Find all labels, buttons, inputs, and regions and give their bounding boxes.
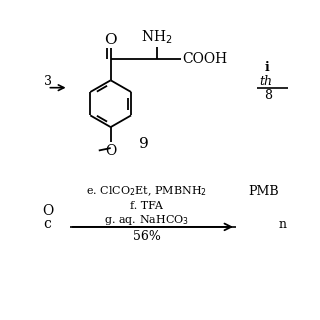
Text: th: th <box>259 75 272 88</box>
Text: PMB: PMB <box>248 185 279 198</box>
Text: 56%: 56% <box>133 230 161 243</box>
Text: i: i <box>265 61 269 75</box>
Text: g. aq. NaHCO$_3$: g. aq. NaHCO$_3$ <box>104 212 189 227</box>
Text: COOH: COOH <box>182 52 227 66</box>
Text: 9: 9 <box>139 137 149 151</box>
Text: 3: 3 <box>44 75 52 88</box>
Text: 8: 8 <box>264 89 272 101</box>
Text: O: O <box>105 144 116 158</box>
Text: n: n <box>278 218 286 231</box>
Text: NH$_2$: NH$_2$ <box>141 28 172 46</box>
Text: O: O <box>104 33 117 46</box>
Text: f. TFA: f. TFA <box>130 201 163 211</box>
Text: O: O <box>42 204 53 218</box>
Text: c: c <box>44 217 52 231</box>
Text: e. ClCO$_2$Et, PMBNH$_2$: e. ClCO$_2$Et, PMBNH$_2$ <box>86 184 207 198</box>
